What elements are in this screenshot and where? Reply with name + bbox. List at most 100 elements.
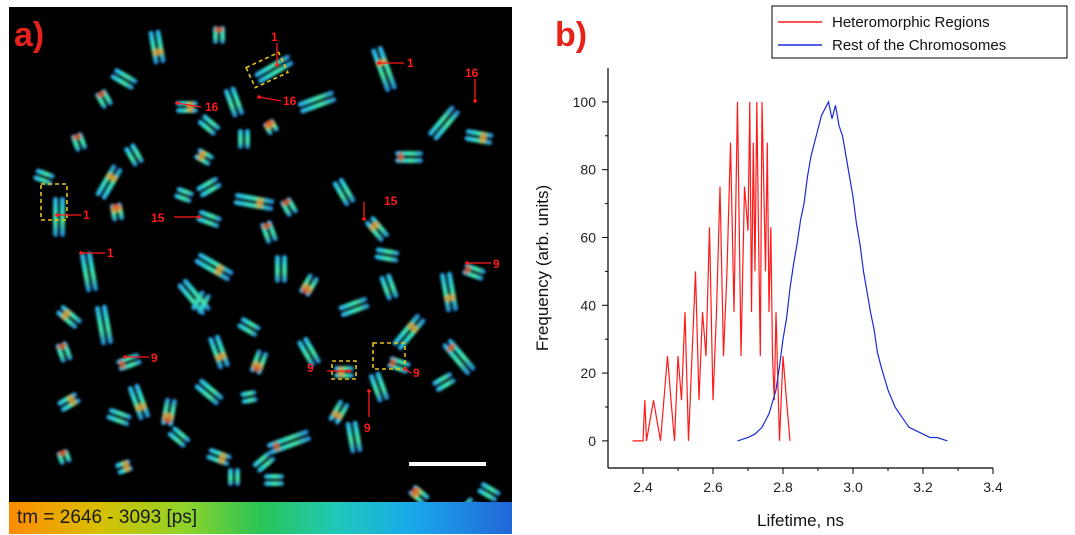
annotation-arrowhead	[377, 61, 381, 65]
chromosome	[365, 216, 389, 242]
chromosome	[194, 148, 214, 166]
chromosome	[95, 89, 113, 109]
chromosome-image-panel: 1 1 16 16 16 1 1 15 15 9 9 9 9 9 a) tm = 2646 - 3093 …	[9, 7, 512, 534]
chromosome	[57, 392, 81, 412]
legend-label-0: Heteromorphic Regions	[832, 14, 990, 31]
highlight-box	[40, 183, 68, 221]
chromosome	[332, 177, 356, 207]
chromosome-number-label: 1	[407, 56, 414, 70]
chromosome	[148, 29, 166, 65]
annotation-arrow	[258, 96, 282, 102]
chromosome	[464, 129, 494, 145]
y-tick-label: 60	[580, 229, 596, 245]
annotation-arrow	[176, 102, 202, 108]
chromosome	[95, 164, 123, 200]
chromosome	[116, 352, 142, 372]
annotation-arrowhead	[197, 215, 201, 219]
x-tick-label: 3.4	[983, 479, 1003, 495]
scale-bar	[409, 462, 486, 466]
annotation-arrowhead	[465, 261, 469, 265]
chromosome	[56, 449, 72, 465]
chromosome	[387, 356, 411, 374]
chromosome	[264, 474, 284, 486]
chromosome-number-label: 9	[413, 366, 420, 380]
chromosome	[53, 197, 65, 237]
legend-label-1: Rest of the Chromosomes	[832, 37, 1006, 54]
chromosome	[368, 371, 390, 403]
x-tick-label: 3.0	[843, 479, 863, 495]
chromosome	[408, 484, 430, 506]
chromosome	[196, 176, 222, 198]
legend-box	[771, 5, 1068, 59]
y-tick-label: 80	[580, 162, 596, 178]
chromosome	[462, 263, 486, 281]
chromosome	[275, 255, 287, 283]
chromosome	[109, 202, 125, 222]
chromosome	[442, 338, 476, 376]
annotation-arrowhead	[403, 367, 407, 371]
highlight-box	[372, 342, 406, 370]
chromosome-number-label: 16	[465, 66, 479, 80]
chromosome	[174, 186, 194, 204]
chromosome	[249, 349, 269, 375]
chromosome	[176, 101, 198, 113]
annotation-arrowhead	[362, 217, 366, 221]
chromosome	[299, 273, 319, 297]
chromosome	[206, 447, 232, 467]
annotation-arrowhead	[367, 389, 371, 393]
lifetime-histogram-chart: 0 20 40 60 80 100 2.4 2.6 2.8 3.0 3.2 3.4 Lifetime, …	[533, 5, 1068, 530]
chromosome	[106, 407, 132, 427]
chromosome-number-label: 9	[493, 257, 500, 271]
series-line-0	[632, 101, 791, 442]
chromosome	[194, 378, 224, 406]
annotation-arrowhead	[473, 99, 477, 103]
chromosome	[432, 372, 456, 392]
chromosome	[345, 420, 363, 454]
chromosome	[392, 313, 426, 351]
chromosome	[167, 426, 191, 448]
y-tick-label: 0	[588, 433, 596, 449]
y-tick-label: 20	[580, 365, 596, 381]
chromosome	[428, 105, 460, 141]
chromosome	[395, 151, 423, 163]
chromosome	[196, 209, 222, 229]
chromosome-number-label: 15	[384, 194, 398, 208]
x-tick-label: 2.6	[703, 479, 723, 495]
annotation-arrowhead	[79, 251, 83, 255]
chromosome	[208, 334, 230, 370]
annotation-arrowhead	[275, 63, 279, 67]
chromosome	[338, 296, 370, 318]
chromosome-image: 1 1 16 16 16 1 1 15 15 9 9 9 9 9	[33, 26, 501, 517]
chromosome	[334, 366, 354, 378]
chromosome	[161, 397, 177, 427]
chromosome	[280, 197, 298, 217]
chromosome	[252, 451, 276, 473]
chromosome	[297, 90, 337, 114]
panel-a-letter: a)	[14, 16, 45, 54]
chromosome-number-label: 16	[283, 94, 297, 108]
chromosome	[194, 252, 234, 282]
chromosome	[213, 26, 225, 44]
chromosome-number-label: 9	[151, 351, 158, 365]
colorbar-label: tm = 2646 - 3093 [ps]	[17, 507, 198, 528]
x-tick-label: 3.2	[913, 479, 933, 495]
x-axis-title: Lifetime, ns	[757, 511, 844, 530]
chromosome-number-label: 1	[83, 208, 90, 222]
series-line-1	[737, 100, 948, 442]
y-axis-title: Frequency (arb. units)	[533, 185, 552, 351]
chromosome	[237, 317, 261, 337]
chromosome	[328, 399, 350, 425]
annotation-arrowhead	[175, 101, 179, 105]
chromosome-number-label: 1	[107, 246, 114, 260]
chromosome	[240, 390, 258, 404]
chromosome	[127, 383, 151, 421]
chromosome-number-label: 16	[205, 100, 219, 114]
chromosome	[124, 143, 144, 167]
chromosome-number-label: 9	[307, 361, 314, 375]
chromosome	[233, 193, 275, 211]
chromosome	[238, 129, 250, 149]
chromosome-number-label: 9	[364, 421, 371, 435]
annotation-arrowhead	[347, 369, 351, 373]
chromosome	[263, 118, 279, 136]
chromosome	[110, 68, 138, 90]
